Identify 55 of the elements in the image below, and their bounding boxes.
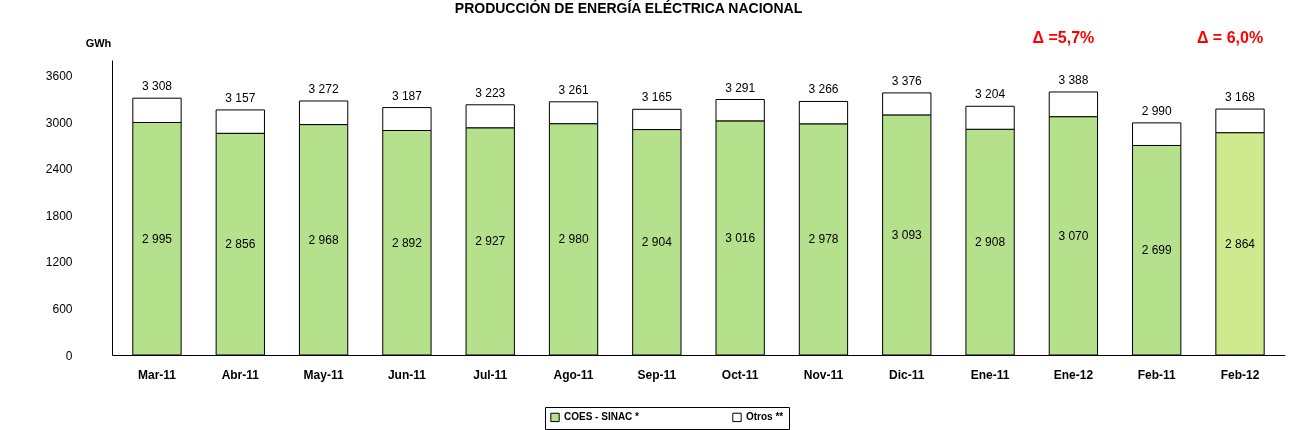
total-label: 3 308 <box>141 79 173 94</box>
x-tick-label: Oct-11 <box>721 367 759 382</box>
total-label: 3 388 <box>1058 72 1089 87</box>
x-tick-label: Jun-11 <box>387 367 427 382</box>
x-tick-label: Ene-12 <box>1053 367 1094 382</box>
total-label: 2 990 <box>1141 103 1173 118</box>
x-tick-label: Jul-11 <box>473 367 508 382</box>
legend-label: Otros ** <box>746 411 784 423</box>
y-tick-label: 2400 <box>45 162 73 177</box>
data-label: 3 070 <box>1058 228 1089 243</box>
x-tick-label: Abr-11 <box>221 367 260 382</box>
data-label: 3 093 <box>891 227 923 242</box>
x-tick-label: Mar-11 <box>137 367 177 382</box>
total-label: 3 261 <box>558 82 589 97</box>
data-label: 2 968 <box>308 232 339 247</box>
data-label: 2 699 <box>1141 243 1173 258</box>
total-label: 3 272 <box>308 81 339 96</box>
data-label: 2 927 <box>475 234 506 249</box>
data-label: 2 856 <box>225 237 256 252</box>
x-tick-label: Nov-11 <box>803 367 844 382</box>
x-tick-label: Ago-11 <box>553 367 594 382</box>
y-axis-title: GWh <box>85 36 112 49</box>
y-tick-label: 0 <box>65 348 73 363</box>
y-tick-label: 3600 <box>45 69 73 84</box>
data-label: 2 904 <box>641 235 673 250</box>
total-label: 3 223 <box>475 85 506 100</box>
total-label: 3 204 <box>975 87 1006 102</box>
data-label: 2 908 <box>975 235 1006 250</box>
y-tick-label: 1200 <box>45 255 73 270</box>
x-tick-label: May-11 <box>303 367 344 382</box>
x-tick-label: Ene-11 <box>970 367 1010 382</box>
data-label: 2 995 <box>141 231 173 246</box>
text: Δ = 6,0% <box>1196 29 1264 46</box>
total-label: 3 157 <box>225 90 256 105</box>
data-label: 2 980 <box>558 232 589 247</box>
y-tick-label: 3000 <box>45 115 73 130</box>
legend-label: COES - SINAC * <box>564 411 640 423</box>
total-label: 3 165 <box>641 90 673 105</box>
data-label: 2 864 <box>1225 236 1256 251</box>
data-label: 2 978 <box>808 232 839 247</box>
x-tick-label: Sep-11 <box>637 367 677 382</box>
y-tick-label: 1800 <box>45 208 73 223</box>
data-label: 2 892 <box>391 235 423 250</box>
total-label: 3 376 <box>891 73 923 88</box>
x-tick-label: Feb-12 <box>1220 367 1260 382</box>
total-label: 3 168 <box>1225 90 1256 105</box>
x-tick-label: Feb-11 <box>1137 367 1177 382</box>
total-label: 3 266 <box>808 82 839 97</box>
data-label: 3 016 <box>725 230 756 245</box>
text: Δ =5,7% <box>1032 29 1095 46</box>
x-tick-label: Dic-11 <box>889 367 925 382</box>
total-label: 3 291 <box>725 80 756 95</box>
y-tick-label: 600 <box>52 301 73 316</box>
total-label: 3 187 <box>391 88 423 103</box>
chart-title: PRODUCCIÓN DE ENERGÍA ELÉCTRICA NACIONAL <box>454 0 803 16</box>
